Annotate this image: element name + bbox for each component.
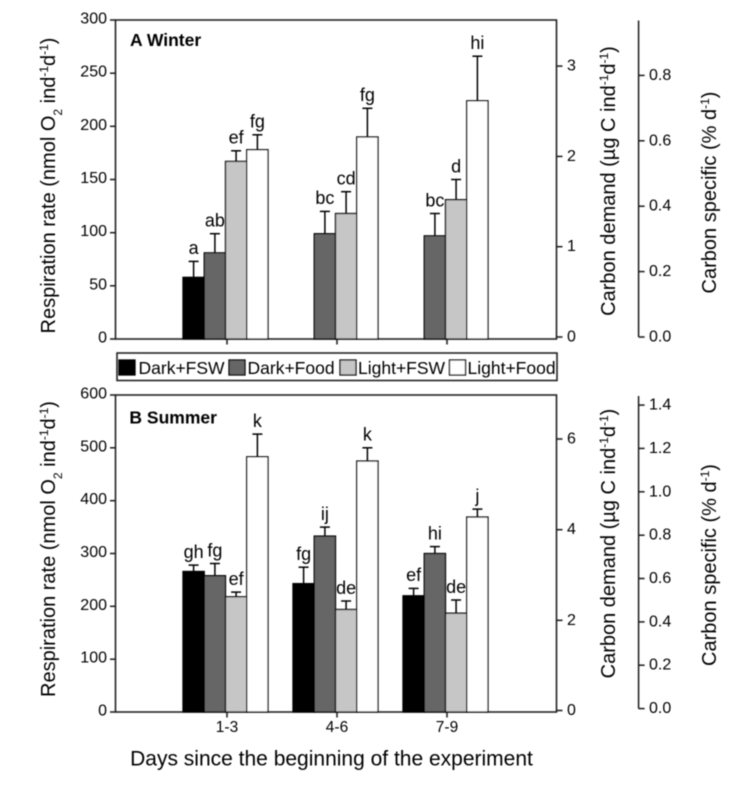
svg-text:2: 2 [567,612,576,629]
svg-text:B Summer: B Summer [129,408,217,428]
svg-text:400: 400 [80,491,107,508]
svg-text:j: j [474,486,479,506]
svg-text:fg: fg [296,544,311,564]
svg-text:200: 200 [80,117,107,134]
svg-text:0.8: 0.8 [649,67,671,84]
svg-text:A Winter: A Winter [130,30,201,50]
svg-text:bc: bc [425,190,444,210]
svg-text:hi: hi [428,523,442,543]
svg-text:1.0: 1.0 [649,483,671,500]
svg-text:Light+FSW: Light+FSW [358,358,446,378]
svg-text:3: 3 [567,58,576,75]
svg-text:Days since the beginning of th: Days since the beginning of the experime… [130,748,533,771]
svg-text:0.0: 0.0 [649,329,671,346]
svg-text:de: de [336,578,356,598]
svg-text:100: 100 [80,650,107,667]
svg-text:Carbon specific (% d-1): Carbon specific (% d-1) [698,464,721,666]
svg-text:fg: fg [250,112,265,132]
svg-text:de: de [446,577,466,597]
svg-text:0.0: 0.0 [649,700,671,717]
svg-text:k: k [363,425,373,445]
svg-text:Carbon specific (% d-1): Carbon specific (% d-1) [698,92,721,294]
svg-text:7-9: 7-9 [436,719,458,736]
svg-text:4-6: 4-6 [326,719,348,736]
svg-text:Carbon demand (µg C ind-1d-1): Carbon demand (µg C ind-1d-1) [597,46,620,316]
svg-text:cd: cd [337,169,356,189]
svg-text:200: 200 [80,597,107,614]
svg-text:a: a [189,238,200,258]
svg-text:1.2: 1.2 [649,440,671,457]
svg-text:ef: ef [406,565,422,585]
svg-text:Light+Food: Light+Food [468,358,556,378]
svg-text:1-3: 1-3 [216,719,238,736]
svg-text:0.4: 0.4 [649,613,671,630]
svg-text:k: k [253,411,263,431]
svg-text:150: 150 [80,170,107,187]
svg-text:gh: gh [184,542,204,562]
svg-text:ab: ab [205,211,225,231]
svg-text:300: 300 [80,544,107,561]
svg-text:0.8: 0.8 [649,527,671,544]
svg-text:250: 250 [80,64,107,81]
svg-text:1: 1 [567,238,576,255]
svg-text:Dark+Food: Dark+Food [248,358,335,378]
svg-text:Dark+FSW: Dark+FSW [139,358,226,378]
svg-text:6: 6 [567,431,576,448]
svg-text:500: 500 [80,438,107,455]
svg-text:4: 4 [567,521,576,538]
svg-text:50: 50 [89,276,107,293]
svg-text:0: 0 [567,329,576,346]
svg-text:0.2: 0.2 [649,263,671,280]
svg-text:bc: bc [315,188,334,208]
svg-text:Carbon demand (µg C ind-1d-1): Carbon demand (µg C ind-1d-1) [597,409,620,679]
svg-text:0.6: 0.6 [649,132,671,149]
svg-text:0.6: 0.6 [649,570,671,587]
svg-text:600: 600 [80,386,107,403]
svg-text:0.2: 0.2 [649,657,671,674]
svg-text:d: d [451,156,461,176]
svg-text:fg: fg [207,540,222,560]
svg-text:ij: ij [321,504,329,524]
svg-text:2: 2 [567,148,576,165]
svg-text:hi: hi [470,33,484,53]
svg-text:100: 100 [80,223,107,240]
svg-text:ef: ef [229,128,245,148]
svg-text:1.4: 1.4 [649,397,671,414]
svg-text:0: 0 [98,330,107,347]
svg-text:0: 0 [567,702,576,719]
svg-text:fg: fg [360,85,375,105]
svg-text:300: 300 [80,11,107,28]
svg-text:0: 0 [98,703,107,720]
svg-text:0.4: 0.4 [649,198,671,215]
svg-text:ef: ef [229,569,245,589]
